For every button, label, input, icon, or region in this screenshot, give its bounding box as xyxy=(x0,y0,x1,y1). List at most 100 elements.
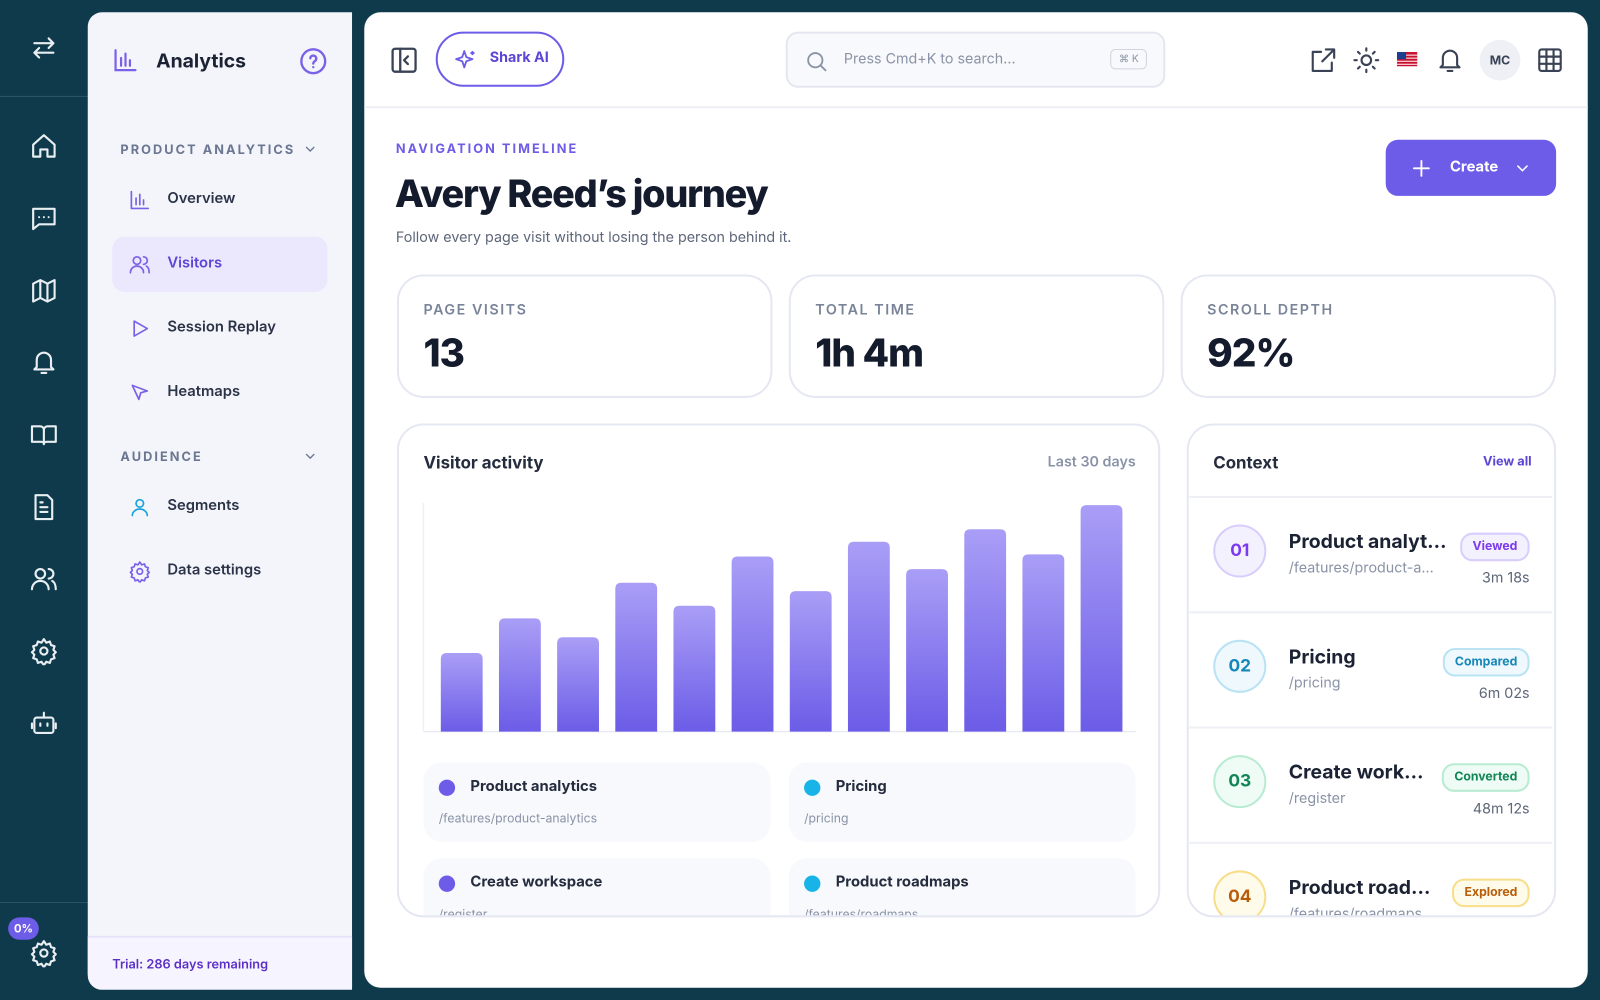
duration: 48m 12s xyxy=(1472,799,1530,818)
shark-ai-label: Shark AI xyxy=(489,48,549,67)
duration: 6m 02s xyxy=(1478,684,1530,703)
legend-dot xyxy=(804,779,821,796)
book-icon[interactable] xyxy=(30,420,59,449)
context-title: Context xyxy=(1213,452,1279,473)
create-label: Create xyxy=(1449,158,1499,176)
nav-item[interactable]: Visitors xyxy=(112,236,328,292)
section-title: AUDIENCE xyxy=(120,449,203,466)
bar xyxy=(964,529,1007,732)
eyebrow: NAVIGATION TIMELINE xyxy=(395,141,579,158)
create-button[interactable]: Create xyxy=(1385,139,1557,196)
stat-label: TOTAL TIME xyxy=(815,301,916,319)
icon-rail: 0% xyxy=(0,0,88,1000)
bar xyxy=(498,618,541,732)
users-icon[interactable] xyxy=(30,564,59,593)
stat-value: 13 xyxy=(423,329,465,377)
step-badge: 03 xyxy=(1213,755,1267,809)
home-icon[interactable] xyxy=(30,132,59,161)
chart-card: Visitor activity Last 30 days Product an… xyxy=(396,423,1161,918)
bar xyxy=(847,541,890,732)
nav-label: Heatmaps xyxy=(167,382,241,400)
legend-dot xyxy=(438,779,456,796)
page-title: Avery Reed’s journey xyxy=(394,170,769,217)
search-icon xyxy=(807,52,827,72)
duration: 3m 18s xyxy=(1482,569,1530,587)
stat-label: SCROLL DEPTH xyxy=(1207,301,1334,319)
row-title: Product analyt… xyxy=(1288,529,1447,554)
context-row[interactable]: 01 Product analyt… /features/product-a… Vie… xyxy=(1188,495,1553,613)
chevron[interactable] xyxy=(302,448,318,464)
apps-icon[interactable] xyxy=(1536,46,1565,75)
stat-card: TOTAL TIME 1h 4m xyxy=(788,274,1165,398)
trial-banner: Trial: 286 days remaining xyxy=(87,935,353,990)
bar xyxy=(906,569,948,732)
nav-label: Visitors xyxy=(167,254,223,272)
bar xyxy=(440,652,483,732)
legend-item: Create workspace/register xyxy=(423,858,771,916)
step-badge: 02 xyxy=(1213,639,1267,693)
row-path: /register xyxy=(1288,789,1346,808)
search-box[interactable]: Press Cmd+K to search... ⌘ K xyxy=(785,31,1166,88)
avatar[interactable]: MC xyxy=(1479,39,1521,81)
legend-item: Pricing/pricing xyxy=(788,762,1136,842)
main-panel: Shark AI Press Cmd+K to search... ⌘ K MC… xyxy=(364,12,1588,988)
bar-chart xyxy=(422,503,1136,733)
row-path: /features/roadmaps xyxy=(1288,905,1422,918)
sidebar: Analytics PRODUCT ANALYTICS Overview Visit… xyxy=(87,12,353,990)
context-row[interactable]: 04 Product road… /features/roadmaps Explore… xyxy=(1188,841,1553,918)
nav-item[interactable]: Data settings xyxy=(112,544,327,599)
context-row[interactable]: 02 Pricing/pricing Compared 6m 02s xyxy=(1188,611,1553,728)
flag-icon[interactable] xyxy=(1396,52,1418,67)
bar xyxy=(789,591,832,732)
bell-icon[interactable] xyxy=(30,348,59,377)
theme-icon[interactable] xyxy=(1352,46,1381,75)
chat-icon[interactable] xyxy=(30,204,59,233)
status-tag: Explored xyxy=(1452,878,1530,908)
nav-item[interactable]: Heatmaps xyxy=(112,365,327,420)
toggle-icon[interactable] xyxy=(30,34,59,63)
legend-dot xyxy=(438,875,456,892)
settings-icon[interactable] xyxy=(30,939,59,968)
sparkle-icon xyxy=(455,50,475,69)
stat-card: PAGE VISITS 13 xyxy=(396,274,773,398)
chevron[interactable] xyxy=(302,141,318,157)
legend-path: /pricing xyxy=(804,810,849,826)
step-badge: 01 xyxy=(1213,524,1267,578)
legend-item: Product analytics/features/product-analy… xyxy=(423,762,771,842)
shark-ai-button[interactable]: Shark AI xyxy=(435,31,565,87)
legend-item: Product roadmaps/features/roadmaps xyxy=(788,858,1136,916)
plus-icon xyxy=(1412,159,1430,177)
section-title: PRODUCT ANALYTICS xyxy=(120,142,296,159)
context-card: Context View all 01 Product analyt… /featu… xyxy=(1186,423,1557,918)
map-icon[interactable] xyxy=(30,277,59,306)
notification-icon[interactable] xyxy=(1436,46,1465,75)
bot-icon[interactable] xyxy=(30,709,59,738)
row-title: Pricing xyxy=(1288,644,1356,669)
external-icon[interactable] xyxy=(1309,46,1338,75)
progress-badge: 0% xyxy=(8,917,39,940)
view-all-link[interactable]: View all xyxy=(1483,454,1532,470)
collapse-icon[interactable] xyxy=(389,45,420,76)
row-path: /pricing xyxy=(1288,674,1341,692)
status-tag: Converted xyxy=(1442,763,1530,792)
nav-item[interactable]: Overview xyxy=(112,172,327,227)
doc-icon[interactable] xyxy=(30,493,59,522)
nav-item[interactable]: Segments xyxy=(112,480,327,535)
row-title: Create work… xyxy=(1288,760,1424,784)
help-icon[interactable] xyxy=(299,47,328,76)
stat-value: 1h 4m xyxy=(815,329,924,377)
nav-label: Overview xyxy=(167,189,236,208)
search-placeholder: Press Cmd+K to search... xyxy=(843,49,1016,68)
stat-label: PAGE VISITS xyxy=(423,301,528,319)
row-path: /features/product-a… xyxy=(1288,559,1434,577)
context-row[interactable]: 03 Create work… /register Converted 48m 12s xyxy=(1188,726,1553,844)
bar xyxy=(615,582,658,732)
brand-name: Analytics xyxy=(156,48,247,73)
nav-label: Session Replay xyxy=(167,318,276,336)
settings-icon[interactable] xyxy=(30,637,59,666)
nav-item[interactable]: Session Replay xyxy=(112,301,327,356)
page-subtitle: Follow every page visit without losing t… xyxy=(395,228,792,246)
legend-name: Product analytics xyxy=(470,777,598,795)
step-badge: 04 xyxy=(1213,870,1267,916)
